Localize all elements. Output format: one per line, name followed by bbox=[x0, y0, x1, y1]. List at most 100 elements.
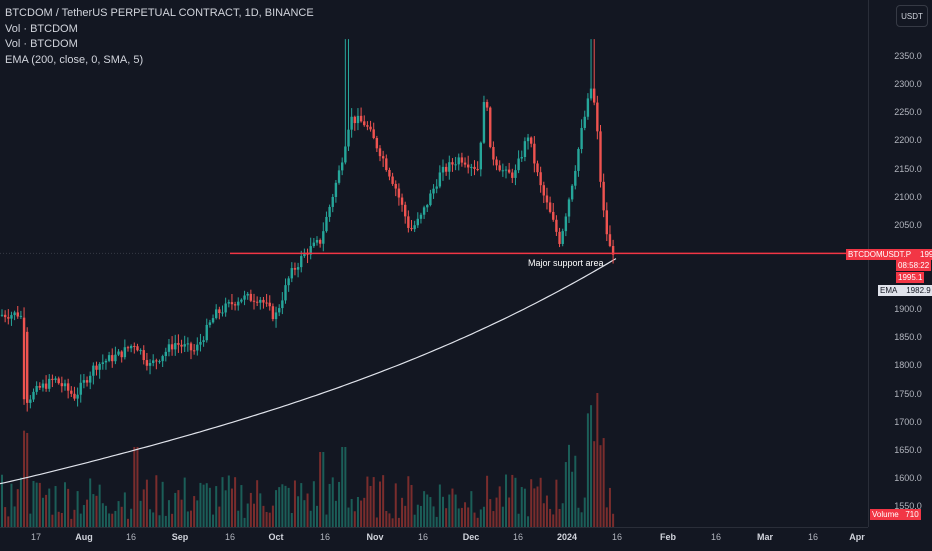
candle-body bbox=[265, 302, 268, 304]
price-tick-label: 1600.0 bbox=[894, 473, 922, 483]
support-annotation[interactable]: Major support area bbox=[528, 258, 604, 268]
candle-body bbox=[111, 355, 114, 362]
volume-bar bbox=[486, 475, 489, 527]
candle-body bbox=[16, 312, 19, 317]
volume-bar bbox=[407, 476, 410, 527]
volume-bar bbox=[10, 483, 13, 527]
volume-bar bbox=[48, 488, 51, 527]
volume-bar bbox=[284, 485, 287, 527]
candle-body bbox=[51, 378, 54, 380]
price-tick-label: 1850.0 bbox=[894, 332, 922, 343]
volume-bar bbox=[410, 484, 413, 527]
volume-bar bbox=[243, 517, 246, 527]
candle-body bbox=[347, 129, 350, 147]
volume-bar bbox=[577, 507, 580, 527]
volume-bar bbox=[495, 497, 498, 527]
candle-body bbox=[337, 170, 341, 183]
volume-bar bbox=[467, 507, 470, 527]
volume-bar bbox=[473, 512, 476, 527]
candle-body bbox=[249, 293, 253, 301]
candle-body bbox=[189, 343, 193, 351]
symbol-title[interactable]: BTCDOM / TetherUS PERPETUAL CONTRACT, 1D… bbox=[5, 7, 314, 19]
volume-bar bbox=[319, 452, 322, 527]
volume-bar bbox=[278, 487, 281, 527]
volume-bar bbox=[545, 495, 548, 527]
candle-body bbox=[114, 354, 117, 362]
candle-body bbox=[467, 164, 470, 168]
volume-bar bbox=[341, 447, 344, 527]
candle-body bbox=[444, 166, 448, 172]
price-axis[interactable] bbox=[868, 0, 932, 527]
volume-bar bbox=[517, 513, 520, 527]
legend-volume-1[interactable]: Vol · BTCDOM bbox=[5, 22, 78, 35]
candle-body bbox=[196, 344, 199, 351]
candle-body bbox=[507, 169, 511, 173]
volume-bar bbox=[38, 482, 41, 527]
chart-legend: BTCDOM / TetherUS PERPETUAL CONTRACT, 1D… bbox=[5, 6, 314, 68]
legend-ema[interactable]: EMA (200, close, 0, SMA, 5) bbox=[5, 53, 144, 66]
volume-bar bbox=[432, 506, 435, 527]
time-tick-label: 2024 bbox=[556, 532, 578, 542]
price-chart[interactable] bbox=[0, 0, 868, 527]
volume-bar bbox=[224, 490, 227, 527]
candle-body bbox=[501, 170, 505, 172]
countdown-tag: 08:58:22 bbox=[896, 260, 932, 271]
volume-tag: Volume 710 bbox=[870, 509, 921, 520]
time-tick-label: 16 bbox=[125, 532, 137, 542]
volume-bar bbox=[190, 510, 192, 527]
volume-bar bbox=[64, 482, 66, 527]
volume-bar bbox=[205, 483, 208, 527]
volume-bar bbox=[435, 516, 438, 527]
volume-bar bbox=[104, 505, 107, 527]
volume-bar bbox=[457, 508, 460, 527]
price-tick-label: 2150.0 bbox=[894, 163, 922, 174]
volume-bar bbox=[454, 494, 457, 527]
volume-bar bbox=[268, 512, 271, 527]
candle-body bbox=[548, 202, 552, 212]
candle-body bbox=[44, 383, 48, 389]
candle-body bbox=[394, 183, 397, 189]
candle-body bbox=[369, 126, 372, 130]
volume-bar bbox=[114, 510, 117, 527]
candle-body bbox=[136, 346, 139, 351]
price-tick-label: 1750.0 bbox=[894, 388, 922, 399]
candle-body bbox=[400, 197, 404, 205]
candle-body bbox=[463, 162, 467, 165]
volume-bar bbox=[476, 517, 479, 527]
ema-line bbox=[0, 258, 617, 485]
candle-body bbox=[161, 356, 164, 362]
candle-body bbox=[432, 188, 435, 194]
volume-bar bbox=[212, 514, 215, 527]
volume-bar bbox=[117, 501, 120, 527]
volume-bar bbox=[527, 516, 530, 527]
volume-bar bbox=[574, 455, 577, 527]
price-tick-label: 2100.0 bbox=[894, 191, 922, 202]
candle-body bbox=[441, 166, 445, 173]
volume-bar bbox=[498, 486, 501, 527]
volume-bar bbox=[372, 477, 375, 527]
currency-button[interactable]: USDT bbox=[896, 5, 928, 27]
candle-body bbox=[158, 361, 161, 363]
volume-bar bbox=[297, 496, 300, 527]
candle-body bbox=[262, 299, 265, 303]
candle-body bbox=[167, 344, 171, 352]
volume-bar bbox=[334, 500, 337, 527]
volume-bar bbox=[508, 497, 511, 527]
volume-bar bbox=[306, 493, 309, 527]
volume-bar bbox=[111, 513, 114, 527]
volume-bar bbox=[218, 506, 221, 527]
candle-body bbox=[177, 343, 180, 345]
volume-bar bbox=[533, 488, 536, 527]
candle-body bbox=[38, 385, 41, 388]
volume-bar bbox=[322, 452, 325, 527]
legend-volume-2[interactable]: Vol · BTCDOM bbox=[5, 38, 78, 50]
volume-bar bbox=[57, 511, 60, 527]
volume-bar bbox=[19, 477, 22, 527]
volume-bar bbox=[583, 497, 586, 527]
price-tick-label: 2350.0 bbox=[894, 51, 922, 61]
time-tick-label: Dec bbox=[462, 532, 480, 542]
volume-bar bbox=[479, 509, 482, 527]
time-tick-label: 16 bbox=[611, 532, 623, 542]
candle-body bbox=[331, 196, 334, 207]
time-axis[interactable] bbox=[0, 527, 868, 551]
